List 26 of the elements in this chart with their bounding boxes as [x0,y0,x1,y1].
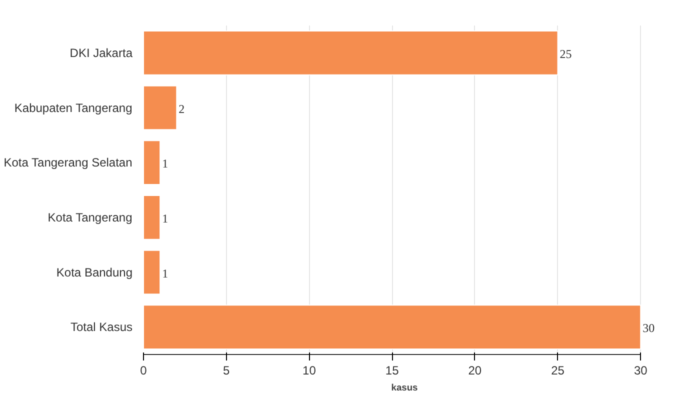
bar [144,140,161,186]
bar [144,250,161,295]
y-tick-label: Kota Tangerang Selatan [4,156,132,170]
x-tick-label: 0 [140,364,148,378]
x-tick-label: 5 [223,364,230,378]
y-tick-label: DKI Jakarta [70,46,133,60]
data-label: 1 [162,156,168,171]
bar [144,30,558,76]
data-label: 1 [162,211,168,226]
y-tick-label: Kota Bandung [56,265,133,280]
data-label: 30 [642,321,655,336]
bar [144,85,178,130]
x-axis-title: kasus [391,382,418,392]
bar [144,194,161,240]
y-tick-label: Kabupaten Tangerang [14,100,132,115]
data-label: 1 [162,266,168,280]
x-tick-label: 10 [302,364,316,378]
y-tick-label: Kota Tangerang [48,210,132,224]
x-tick-label: 30 [634,364,648,378]
x-tick-label: 20 [468,364,482,378]
x-tick-label: 25 [551,364,565,378]
bar [144,304,642,350]
data-label: 2 [178,102,185,116]
y-tick-label: Total Kasus [70,320,133,334]
data-label: 25 [560,46,572,61]
x-tick-label: 15 [385,364,400,378]
